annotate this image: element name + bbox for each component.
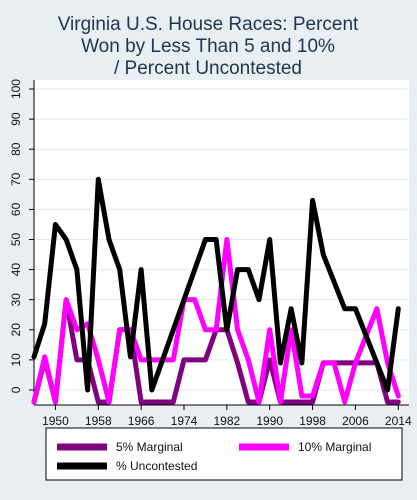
y-tick-label: 90 (9, 112, 23, 126)
x-tick-label: 1990 (256, 414, 283, 428)
chart-title-line-3: / Percent Uncontested (114, 58, 302, 79)
series-lines (31, 176, 401, 405)
x-tick-label: 1950 (42, 414, 69, 428)
y-tick-label: 100 (9, 79, 23, 99)
y-tick-label: 70 (9, 172, 23, 186)
x-tick-label: 1974 (171, 414, 198, 428)
axes: 0 10 20 30 40 50 60 70 80 90 100 1950 1958 1966 1974 19… (9, 79, 412, 428)
x-tick-label: 1982 (214, 414, 241, 428)
x-tick-label: 2006 (342, 414, 369, 428)
x-tick-label: 2014 (385, 414, 412, 428)
legend-box (45, 427, 403, 481)
y-tick-label: 80 (9, 142, 23, 156)
y-tick-label: 60 (9, 202, 23, 216)
series-line-10pct-marginal (31, 236, 401, 405)
chart-title-line-2: Won by Less Than 5 and 10% (81, 36, 335, 57)
y-tick-label: 50 (9, 232, 23, 246)
y-tick-label: 20 (9, 323, 23, 337)
legend-label-uncontested: % Uncontested (116, 459, 197, 473)
chart-title-line-1: Virginia U.S. House Races: Percent (58, 14, 359, 35)
x-tick-label: 1958 (85, 414, 112, 428)
y-tick-label: 40 (9, 263, 23, 277)
y-tick-label: 0 (9, 386, 23, 393)
y-tick-label: 30 (9, 293, 23, 307)
series-line-uncontested (31, 176, 401, 393)
y-tick-label: 10 (9, 353, 23, 367)
x-tick-label: 1998 (299, 414, 326, 428)
legend: 5% Marginal 10% Marginal % Uncontested (45, 427, 403, 481)
legend-label-10pct: 10% Marginal (298, 440, 371, 454)
legend-label-5pct: 5% Marginal (116, 440, 183, 454)
x-tick-label: 1966 (128, 414, 155, 428)
